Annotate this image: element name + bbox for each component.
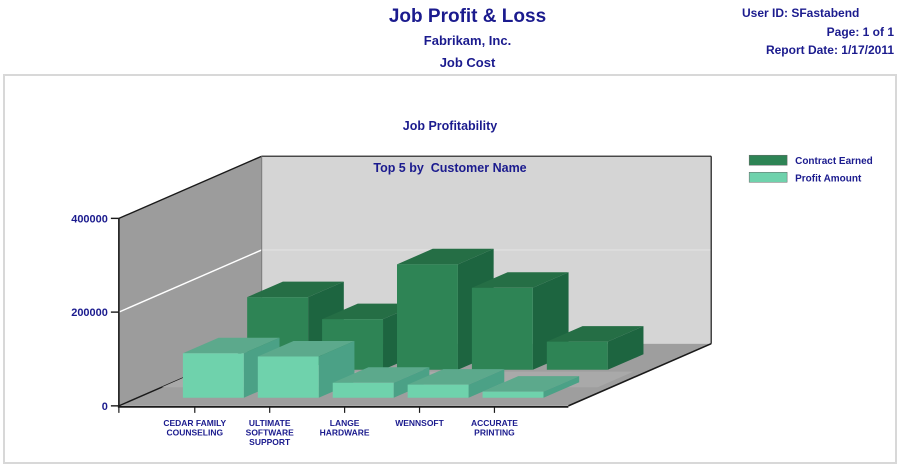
report-title: Job Profit & Loss xyxy=(388,6,547,27)
bar-profit-amount-lange-hardware xyxy=(332,382,394,398)
bar-profit-amount-ultimate-software-support-top xyxy=(257,340,355,357)
x-axis-label-accurate-printing: ACCURATE PRINTING xyxy=(471,418,518,438)
y-axis-label: 0 xyxy=(102,401,108,413)
bar-profit-amount-accurate-printing xyxy=(482,391,544,398)
report-name: Job Cost xyxy=(439,55,496,70)
legend-swatch-profit-amount xyxy=(748,171,788,183)
bar-contract-earned-lange-hardware xyxy=(396,264,458,370)
x-axis-label-wennsoft: WENNSOFT xyxy=(395,418,444,428)
bar-profit-amount-wennsoft-top xyxy=(407,369,505,385)
y-axis-label: 400000 xyxy=(71,213,108,225)
bar-profit-amount-accurate-printing-side xyxy=(543,376,580,398)
x-axis-label-ultimate-software-support: ULTIMATE SOFTWARE SUPPORT xyxy=(246,418,294,447)
bar-contract-earned-lange-hardware-top xyxy=(396,248,494,265)
bar-contract-earned-accurate-printing-side xyxy=(607,326,644,370)
x-axis-label-cedar-family-counseling: CEDAR FAMILY COUNSELING xyxy=(163,418,226,438)
chart-subtitle: Top 5 by Customer Name xyxy=(373,161,527,175)
bar-contract-earned-accurate-printing-top xyxy=(546,326,644,342)
bar-profit-amount-lange-hardware-side xyxy=(393,367,430,398)
left-wall-top-edge xyxy=(118,155,262,220)
chart-panel: Job Profitability Top 5 by Customer Name… xyxy=(3,74,897,464)
bar-profit-amount-cedar-family-counseling-top xyxy=(182,337,280,354)
chart-title: Job Profitability xyxy=(402,119,498,133)
bar-profit-amount-cedar-family-counseling xyxy=(182,353,244,398)
floor-right-edge xyxy=(568,342,712,407)
chart-title-block: Job Profitability Top 5 by Customer Name xyxy=(5,91,895,203)
bar-contract-earned-ultimate-software-support-top xyxy=(322,303,419,320)
report-date-label: Report Date: 1/17/2011 xyxy=(765,43,894,57)
page-number-label: Page: 1 of 1 xyxy=(826,25,894,39)
bar-profit-amount-accurate-printing-top xyxy=(482,376,580,392)
legend-label-contract-earned: Contract Earned xyxy=(795,156,873,167)
bar-contract-earned-accurate-printing xyxy=(546,341,608,370)
legend-swatch-contract-earned xyxy=(748,154,788,166)
bar-contract-earned-cedar-family-counseling-top xyxy=(247,281,344,298)
company-name: Fabrikam, Inc. xyxy=(423,33,512,48)
bar-contract-earned-wennsoft-top xyxy=(471,272,569,288)
y-axis-label: 200000 xyxy=(71,307,108,319)
bar-profit-amount-lange-hardware-top xyxy=(332,367,430,383)
legend-label-profit-amount: Profit Amount xyxy=(795,173,862,184)
bar-profit-amount-wennsoft-side xyxy=(468,369,505,398)
x-axis-label-lange-hardware: LANGE HARDWARE xyxy=(320,418,370,438)
job-profitability-3d-bar-chart: 0 200000 400000 CEDAR FAMILY COUNSELING ULTIM… xyxy=(71,154,873,447)
gridline-left-wall xyxy=(118,249,262,313)
bar-profit-amount-ultimate-software-support xyxy=(257,356,319,398)
bar-contract-earned-wennsoft xyxy=(471,287,533,370)
bar-profit-amount-wennsoft xyxy=(407,384,469,398)
user-id-label: User ID: SFastabend xyxy=(742,6,860,20)
